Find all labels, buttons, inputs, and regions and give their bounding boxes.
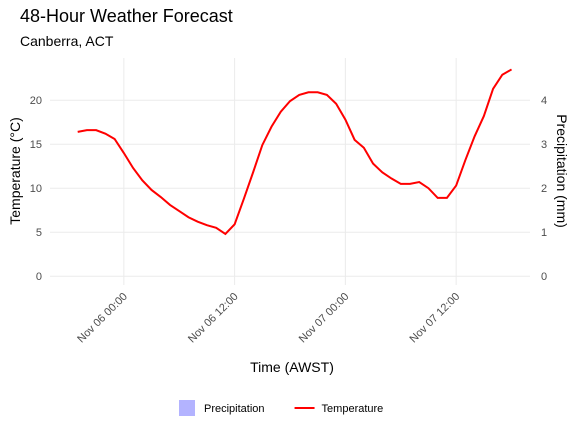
y-tick-label: 10 — [30, 183, 42, 195]
x-tick-label: Nov 07 00:00 — [297, 291, 352, 346]
y2-tick-label: 2 — [541, 183, 547, 195]
x-tick-label: Nov 06 00:00 — [75, 291, 130, 346]
y-tick-label: 0 — [36, 271, 42, 283]
y2-tick-label: 4 — [541, 95, 547, 107]
y-tick-label: 20 — [30, 95, 42, 107]
chart-title: 48-Hour Weather Forecast — [20, 6, 233, 26]
legend-label: Precipitation — [204, 403, 265, 415]
legend-swatch — [179, 400, 195, 416]
y-tick-label: 5 — [36, 227, 42, 239]
line — [77, 68, 513, 236]
x-tick-label: Nov 06 12:00 — [186, 291, 241, 346]
y2-axis-title: Precipitation (mm) — [554, 114, 570, 228]
y2-tick-label: 3 — [541, 139, 547, 151]
y2-tick-label: 1 — [541, 227, 547, 239]
chart-subtitle: Canberra, ACT — [20, 33, 114, 49]
y-tick-label: 15 — [30, 139, 42, 151]
y-axis-title: Temperature (°C) — [7, 117, 23, 225]
legend-label: Temperature — [322, 403, 384, 415]
x-axis-title: Time (AWST) — [250, 359, 334, 375]
x-tick-label: Nov 07 12:00 — [408, 291, 463, 346]
y2-tick-label: 0 — [541, 271, 547, 283]
